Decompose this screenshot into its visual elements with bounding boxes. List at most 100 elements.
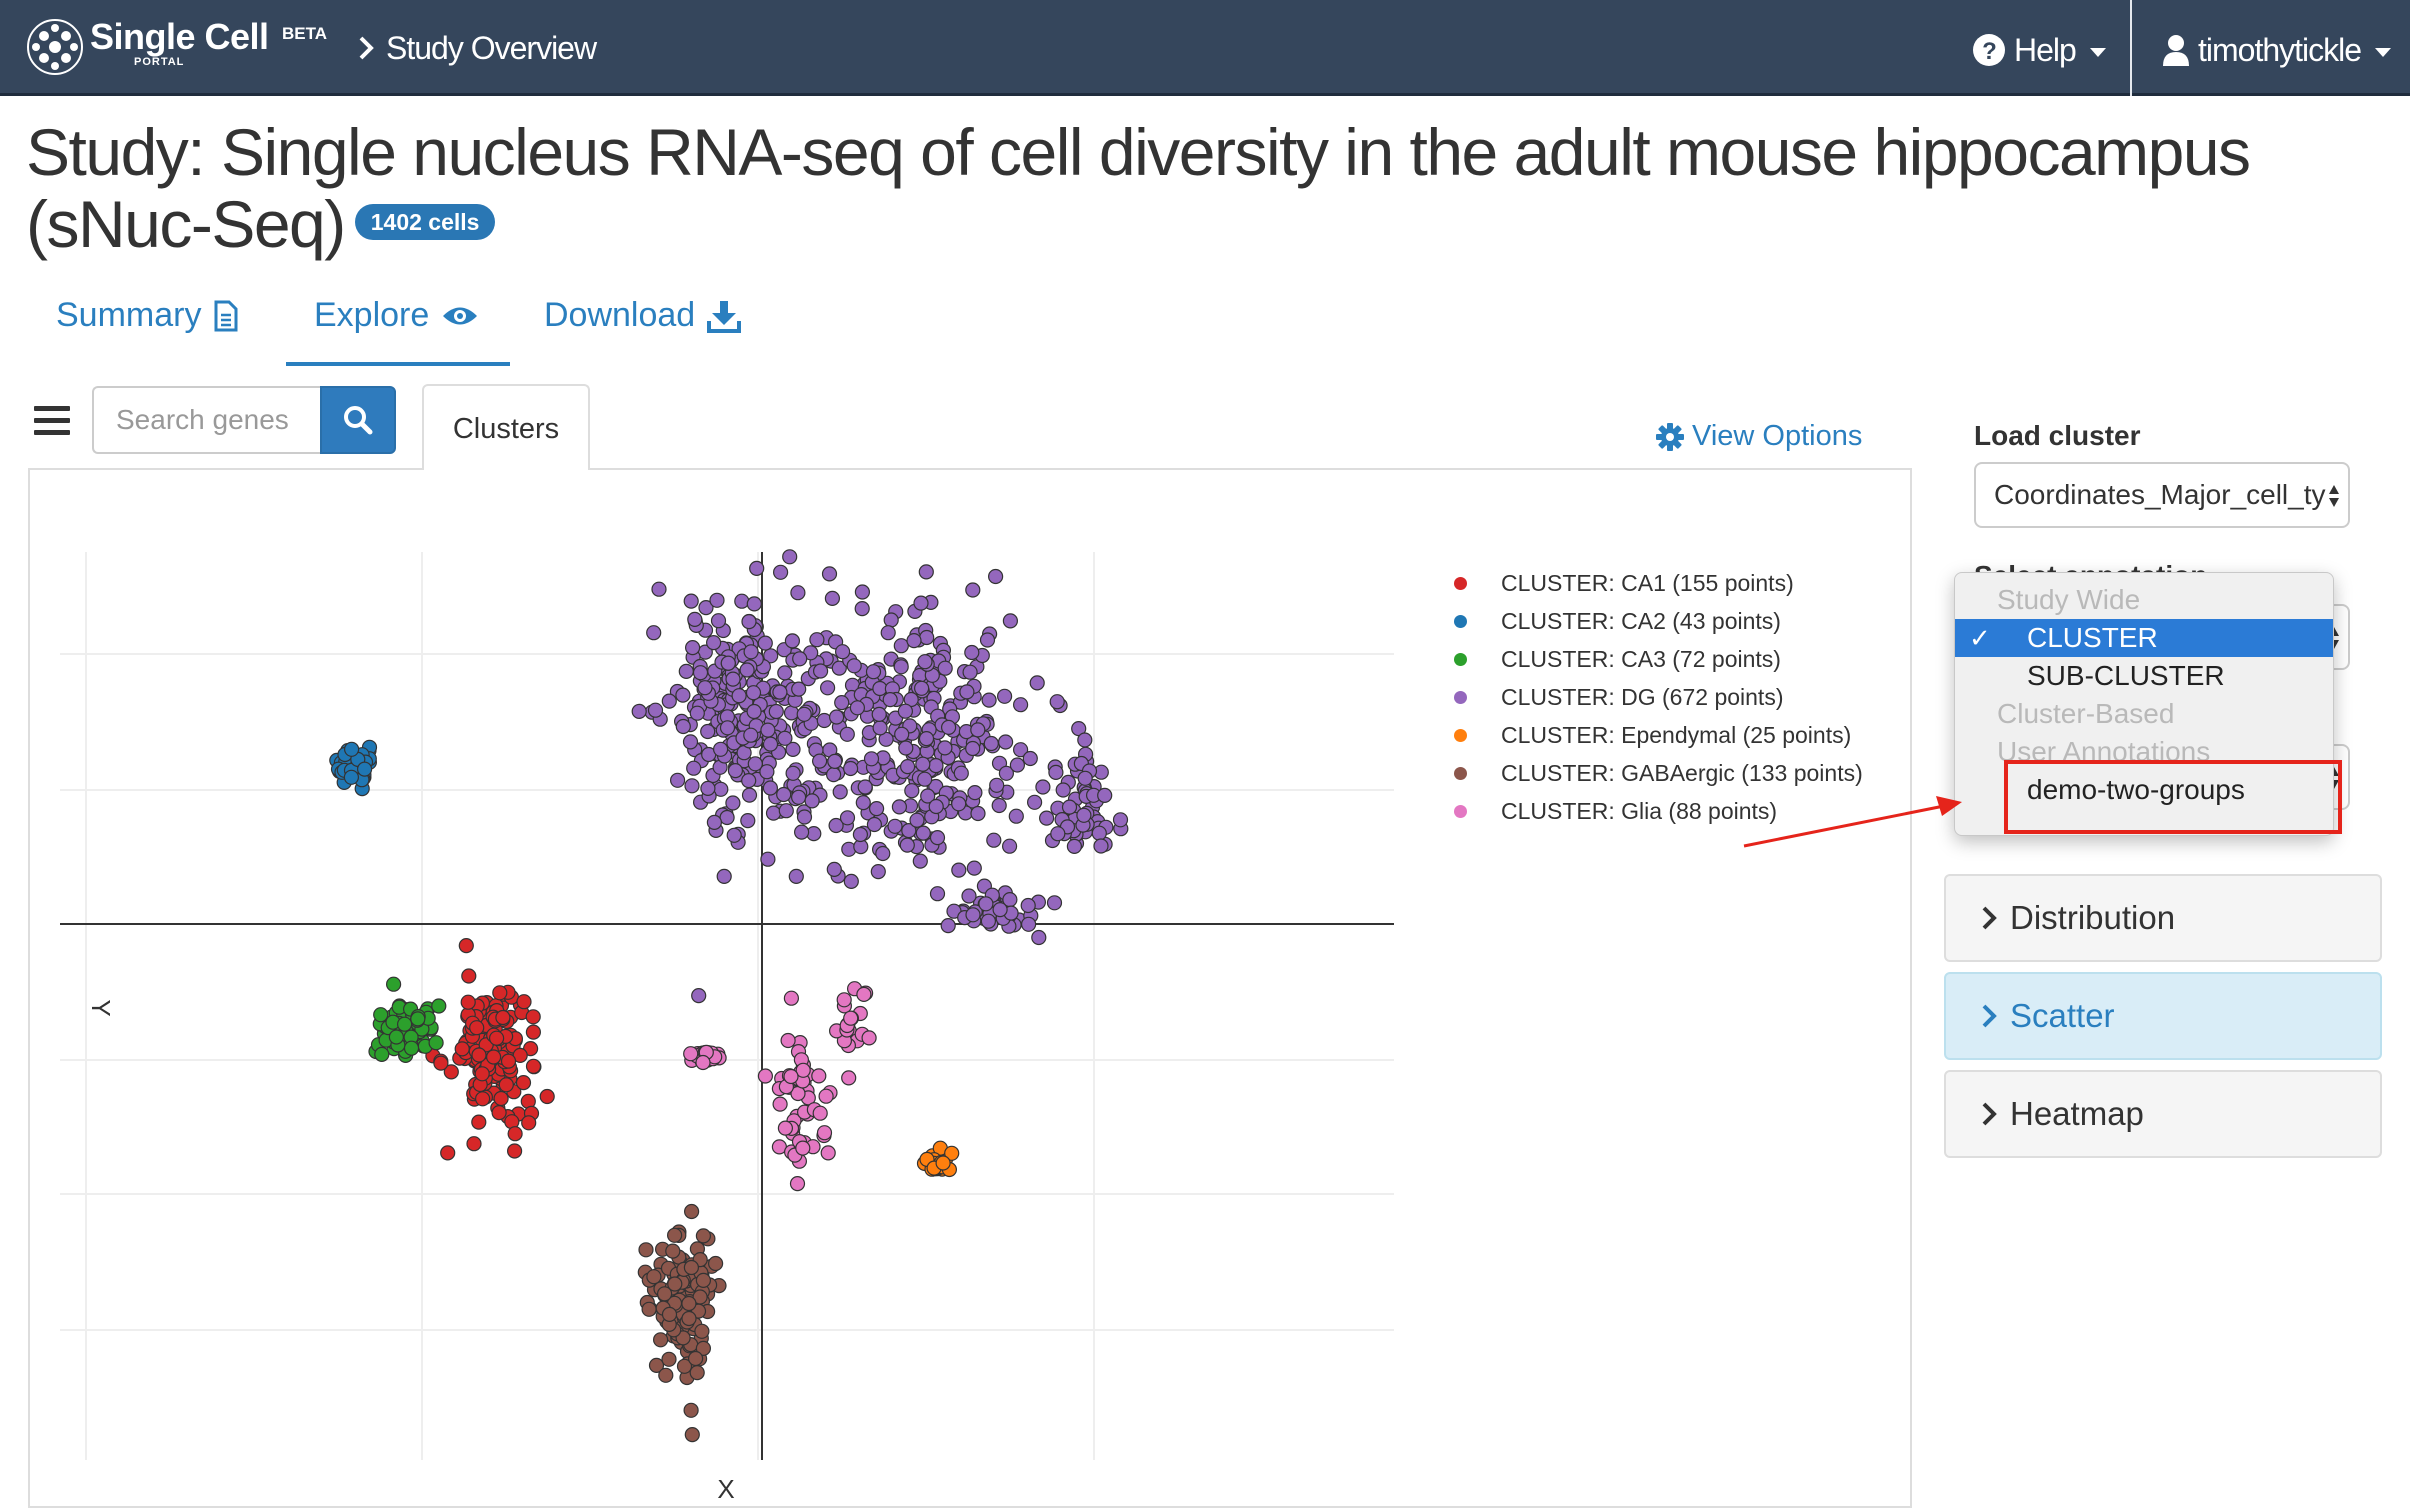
scatter-point bbox=[917, 654, 933, 670]
user-icon bbox=[2163, 35, 2189, 66]
scatter-point bbox=[661, 693, 677, 709]
scatter-point bbox=[772, 564, 789, 580]
legend-item[interactable]: CLUSTER: CA3 (72 points) bbox=[1446, 640, 1863, 678]
scatter-point bbox=[667, 1276, 683, 1292]
legend-item[interactable]: CLUSTER: GABAergic (133 points) bbox=[1446, 754, 1863, 792]
scatter-point bbox=[521, 1115, 537, 1131]
scatter-point bbox=[929, 886, 946, 902]
scatter-point bbox=[498, 1077, 514, 1093]
dropdown-option-label: CLUSTER bbox=[2027, 622, 2158, 653]
scatter-point bbox=[904, 783, 920, 799]
scatter-point bbox=[852, 826, 869, 843]
panel-scatter[interactable]: Scatter bbox=[1944, 972, 2382, 1060]
scatter-point bbox=[665, 1243, 681, 1259]
scatter-point bbox=[913, 595, 929, 611]
scatter-point bbox=[428, 1035, 444, 1051]
scatter-plot[interactable]: X Y bbox=[30, 470, 1910, 1506]
scatter-point bbox=[492, 985, 508, 1001]
dropdown-option-cluster[interactable]: ✓ CLUSTER bbox=[1955, 619, 2333, 657]
scatter-point bbox=[684, 640, 701, 656]
scatter-point bbox=[466, 1136, 482, 1152]
eye-icon bbox=[443, 307, 478, 324]
scatter-point bbox=[454, 1041, 470, 1057]
scatter-point bbox=[700, 723, 716, 740]
scatter-point bbox=[765, 805, 782, 821]
scatter-point bbox=[507, 1126, 523, 1142]
scatter-point bbox=[880, 625, 896, 641]
dropdown-group-study-wide: Study Wide bbox=[1997, 584, 2141, 615]
legend-item[interactable]: CLUSTER: DG (672 points) bbox=[1446, 678, 1863, 716]
scatter-point bbox=[962, 664, 978, 680]
scatter-series bbox=[916, 1140, 960, 1178]
scatter-point bbox=[899, 837, 915, 853]
scatter-point bbox=[695, 1272, 712, 1289]
scatter-point bbox=[1066, 838, 1083, 854]
scatter-point bbox=[694, 1323, 710, 1339]
scatter-point bbox=[778, 803, 794, 819]
panel-heatmap[interactable]: Heatmap bbox=[1944, 1070, 2382, 1158]
scatter-point bbox=[516, 994, 532, 1010]
scatter-point bbox=[691, 987, 707, 1004]
load-cluster-select[interactable]: Coordinates_Major_cell_ty bbox=[1974, 462, 2350, 528]
legend-item[interactable]: CLUSTER: Ependymal (25 points) bbox=[1446, 716, 1863, 754]
scatter-point bbox=[928, 798, 944, 815]
scatter-point bbox=[790, 789, 807, 805]
scatter-point bbox=[689, 1364, 705, 1381]
menu-hamburger-icon[interactable] bbox=[34, 406, 70, 436]
tab-summary[interactable]: Summary bbox=[56, 296, 239, 335]
scatter-point bbox=[818, 1088, 834, 1104]
scatter-point bbox=[539, 1088, 555, 1105]
scatter-point bbox=[486, 1049, 502, 1065]
legend-item[interactable]: CLUSTER: Glia (88 points) bbox=[1446, 792, 1863, 830]
tab-summary-label: Summary bbox=[56, 296, 202, 334]
single-cell-logo-icon[interactable] bbox=[26, 18, 84, 76]
scatter-point bbox=[919, 629, 935, 646]
scatter-point bbox=[915, 756, 931, 772]
scatter-point bbox=[684, 1426, 700, 1443]
search-genes-input[interactable] bbox=[92, 386, 320, 454]
dropdown-option-demo-two-groups[interactable]: demo-two-groups bbox=[2027, 774, 2245, 805]
scatter-point bbox=[870, 864, 886, 880]
scatter-point bbox=[523, 1040, 539, 1057]
chevron-right-icon bbox=[359, 36, 374, 60]
panel-distribution-label: Distribution bbox=[2010, 899, 2176, 936]
scatter-point bbox=[669, 772, 686, 788]
user-menu[interactable]: timothytickle bbox=[2162, 30, 2392, 70]
view-options-link[interactable]: View Options bbox=[1656, 420, 1862, 453]
legend-marker-icon bbox=[1454, 576, 1467, 590]
legend-item[interactable]: CLUSTER: CA1 (155 points) bbox=[1446, 564, 1863, 602]
panel-scatter-label: Scatter bbox=[2010, 997, 2115, 1034]
scatter-point bbox=[433, 1055, 449, 1071]
scatter-series bbox=[368, 976, 447, 1064]
scatter-point bbox=[811, 753, 828, 769]
scatter-point bbox=[796, 809, 813, 825]
panel-distribution[interactable]: Distribution bbox=[1944, 874, 2382, 962]
scatter-point bbox=[410, 1011, 426, 1027]
scatter-point bbox=[777, 1120, 794, 1136]
scatter-point bbox=[651, 581, 667, 597]
scatter-point bbox=[918, 731, 935, 747]
scatter-point bbox=[784, 633, 801, 649]
help-menu[interactable]: ? Help bbox=[1972, 30, 2106, 70]
tab-download[interactable]: Download bbox=[544, 296, 742, 335]
legend-item[interactable]: CLUSTER: CA2 (43 points) bbox=[1446, 602, 1863, 640]
scatter-point bbox=[731, 688, 747, 704]
scatter-point bbox=[739, 662, 755, 678]
scatter-point bbox=[849, 700, 866, 716]
scatter-point bbox=[1012, 697, 1029, 713]
scatter-point bbox=[695, 1228, 712, 1244]
tab-clusters[interactable]: Clusters bbox=[422, 384, 590, 470]
scatter-point bbox=[740, 813, 756, 829]
document-icon bbox=[214, 300, 238, 331]
dropdown-option-sub-cluster[interactable]: SUB-CLUSTER bbox=[2027, 660, 2225, 691]
scatter-point bbox=[1022, 750, 1038, 767]
brand-name[interactable]: Single Cell bbox=[90, 16, 269, 57]
search-button[interactable] bbox=[320, 386, 396, 454]
scatter-point bbox=[980, 913, 997, 929]
scatter-point bbox=[827, 753, 843, 769]
scatter-point bbox=[812, 663, 829, 679]
tab-explore[interactable]: Explore bbox=[314, 296, 479, 335]
breadcrumb-study-overview[interactable]: Study Overview bbox=[386, 30, 597, 66]
scatter-series bbox=[683, 981, 877, 1192]
scatter-series bbox=[637, 1203, 727, 1443]
